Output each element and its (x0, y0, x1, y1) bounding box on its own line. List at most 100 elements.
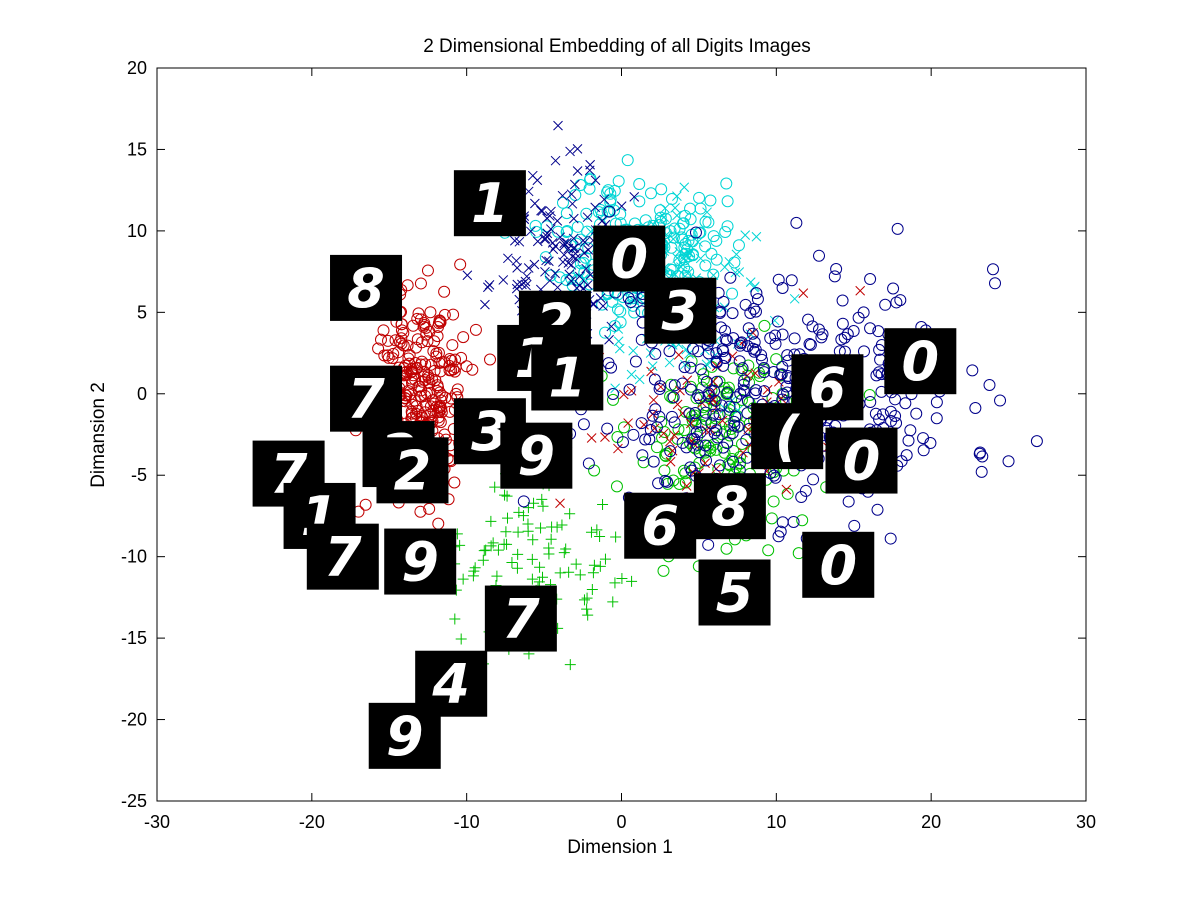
data-point (664, 357, 675, 368)
data-point (469, 323, 482, 336)
data-point (775, 368, 788, 381)
data-point (776, 516, 789, 529)
data-point (795, 491, 808, 504)
digit-thumbnails: 108321160739(07221867905749 (252, 170, 957, 769)
data-point (623, 418, 633, 428)
data-point (581, 592, 593, 604)
data-point (512, 526, 524, 538)
data-point (418, 317, 431, 330)
data-point (683, 248, 694, 258)
thumbnail-background (751, 403, 824, 470)
data-point (789, 293, 800, 304)
data-point (540, 266, 550, 277)
data-point (562, 237, 572, 248)
x-tick-label: -10 (454, 812, 480, 832)
data-point (511, 562, 523, 574)
data-point (699, 439, 712, 452)
data-point (864, 273, 877, 286)
data-point (727, 455, 740, 468)
data-point (769, 315, 780, 326)
data-point (771, 315, 784, 328)
data-point (433, 356, 446, 369)
data-point (541, 255, 551, 266)
digit-thumbnail: 9 (500, 422, 573, 489)
data-point (574, 280, 585, 291)
data-point (721, 195, 734, 208)
data-point (689, 417, 702, 430)
data-point (720, 177, 733, 190)
data-point (430, 347, 443, 360)
data-point (590, 175, 601, 186)
data-point (802, 313, 815, 326)
data-point (598, 301, 608, 311)
data-point (526, 553, 538, 565)
data-point (529, 198, 540, 209)
data-point (735, 394, 748, 407)
data-point (552, 225, 565, 238)
data-point (983, 379, 996, 392)
data-point (485, 515, 497, 527)
data-point (654, 204, 667, 217)
data-point (884, 532, 897, 545)
x-tick-label: -20 (299, 812, 325, 832)
y-tick-label: 20 (127, 58, 147, 78)
data-point (677, 217, 690, 230)
data-point (686, 414, 699, 427)
data-point (386, 352, 399, 365)
data-point (644, 187, 657, 200)
thumbnail-digit: 8 (347, 257, 385, 320)
data-point (715, 399, 728, 412)
data-point (520, 276, 531, 287)
data-point (616, 573, 628, 585)
data-point (574, 569, 586, 581)
data-point (777, 388, 790, 401)
data-point (659, 212, 669, 222)
data-point (685, 418, 696, 429)
data-point (415, 384, 428, 397)
data-point (628, 345, 639, 356)
data-point (635, 417, 648, 430)
data-point (419, 358, 432, 371)
data-point (679, 182, 690, 193)
data-point (421, 335, 434, 348)
data-point (468, 565, 480, 577)
thumbnail-digit: 7 (502, 588, 540, 651)
data-point (583, 245, 594, 255)
data-point (693, 191, 706, 204)
data-point (660, 203, 670, 214)
thumbnail-digit: 0 (843, 430, 881, 493)
data-point (583, 182, 596, 195)
data-point (503, 253, 513, 264)
data-point (477, 554, 489, 566)
data-point (405, 365, 418, 378)
data-point (586, 584, 598, 596)
data-point (806, 320, 819, 333)
data-point (848, 519, 861, 532)
data-point (466, 363, 479, 376)
data-point (767, 495, 780, 508)
data-point (584, 165, 595, 176)
data-point (582, 609, 594, 621)
data-point (500, 526, 512, 538)
data-point (688, 461, 701, 474)
data-point (721, 220, 734, 233)
data-point (682, 265, 695, 278)
data-point (741, 394, 754, 407)
data-point (552, 282, 563, 293)
data-point (727, 332, 740, 345)
data-point (695, 253, 706, 264)
data-point (433, 386, 446, 399)
data-point (672, 253, 683, 263)
data-point (762, 544, 775, 557)
data-point (975, 465, 988, 478)
data-point (758, 385, 771, 398)
data-point (755, 349, 768, 362)
data-point (552, 216, 563, 226)
data-point (608, 320, 621, 333)
data-point (721, 387, 734, 400)
thumbnail-digit: 9 (401, 531, 439, 594)
thumbnail-digit: 9 (386, 705, 424, 768)
data-point (626, 575, 638, 587)
data-point (594, 560, 606, 572)
